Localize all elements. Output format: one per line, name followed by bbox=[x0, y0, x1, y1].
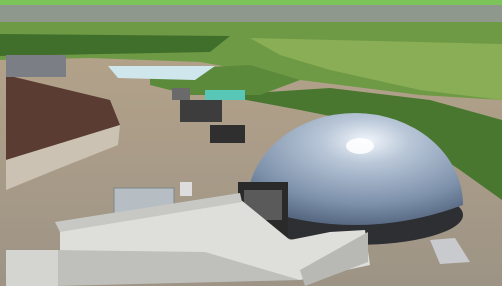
photo bbox=[0, 0, 502, 286]
slab bbox=[6, 250, 58, 286]
top-strip bbox=[0, 0, 502, 5]
dome-glare bbox=[346, 138, 374, 154]
shed bbox=[6, 55, 66, 77]
container bbox=[210, 125, 245, 143]
container bbox=[172, 88, 190, 100]
page bbox=[0, 0, 502, 286]
container bbox=[180, 100, 222, 122]
pool bbox=[205, 90, 245, 100]
horizon-town bbox=[0, 5, 502, 23]
cabinet bbox=[180, 182, 192, 196]
